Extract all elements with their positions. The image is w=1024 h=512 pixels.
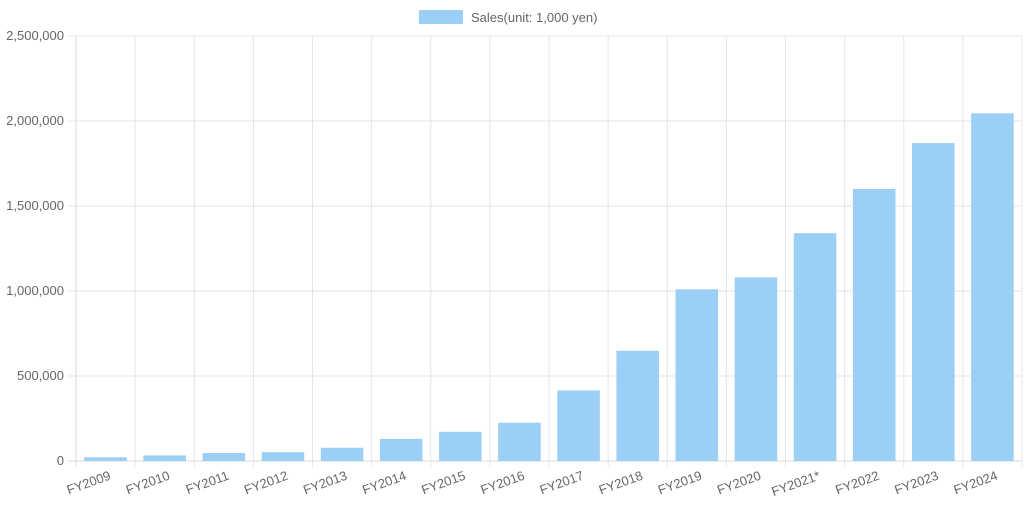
x-tick-label: FY2012: [242, 468, 290, 498]
bar-fy2010[interactable]: [143, 455, 186, 461]
grid: [68, 35, 1023, 467]
x-tick-label: FY2014: [360, 468, 408, 498]
x-tick-label: FY2018: [597, 468, 645, 498]
bar-fy2012[interactable]: [261, 452, 305, 461]
legend-swatch[interactable]: [419, 10, 463, 24]
bar-fy2017[interactable]: [557, 390, 600, 461]
bar-fy2021[interactable]: [793, 233, 837, 461]
y-tick-label: 2,000,000: [6, 113, 64, 128]
x-tick-label: FY2015: [419, 468, 467, 498]
x-tick-label: FY2024: [952, 468, 1000, 498]
legend-label[interactable]: Sales(unit: 1,000 yen): [471, 10, 597, 25]
bar-fy2016[interactable]: [498, 422, 541, 461]
x-tick-label: FY2011: [184, 468, 231, 497]
y-tick-label: 2,500,000: [6, 28, 64, 43]
bar-fy2009[interactable]: [84, 457, 127, 461]
bar-fy2015[interactable]: [439, 431, 482, 461]
bar-fy2011[interactable]: [202, 453, 246, 461]
bar-fy2019[interactable]: [675, 289, 719, 461]
bar-fy2020[interactable]: [734, 277, 778, 461]
legend[interactable]: Sales(unit: 1,000 yen): [419, 10, 597, 25]
x-tick-label: FY2020: [715, 468, 763, 498]
x-tick-label: FY2022: [833, 468, 881, 498]
y-tick-label: 1,000,000: [6, 283, 64, 298]
bar-fy2024[interactable]: [971, 113, 1014, 461]
x-tick-label: FY2013: [301, 468, 349, 498]
y-tick-label: 1,500,000: [6, 198, 64, 213]
x-tick-label: FY2021*: [769, 468, 822, 499]
bar-fy2022[interactable]: [852, 189, 896, 461]
bar-fy2023[interactable]: [912, 143, 955, 461]
bar-fy2018[interactable]: [616, 350, 659, 461]
y-tick-label: 500,000: [17, 368, 64, 383]
y-tick-label: 0: [57, 453, 64, 468]
x-tick-label: FY2023: [892, 468, 940, 498]
bar-fy2014[interactable]: [379, 438, 423, 461]
bars: [84, 113, 1014, 461]
x-tick-label: FY2010: [124, 468, 172, 498]
x-tick-label: FY2017: [538, 468, 586, 498]
x-tick-label: FY2016: [479, 468, 527, 498]
bar-fy2013[interactable]: [320, 447, 364, 461]
x-tick-label: FY2009: [65, 468, 113, 498]
x-tick-label: FY2019: [656, 468, 704, 498]
